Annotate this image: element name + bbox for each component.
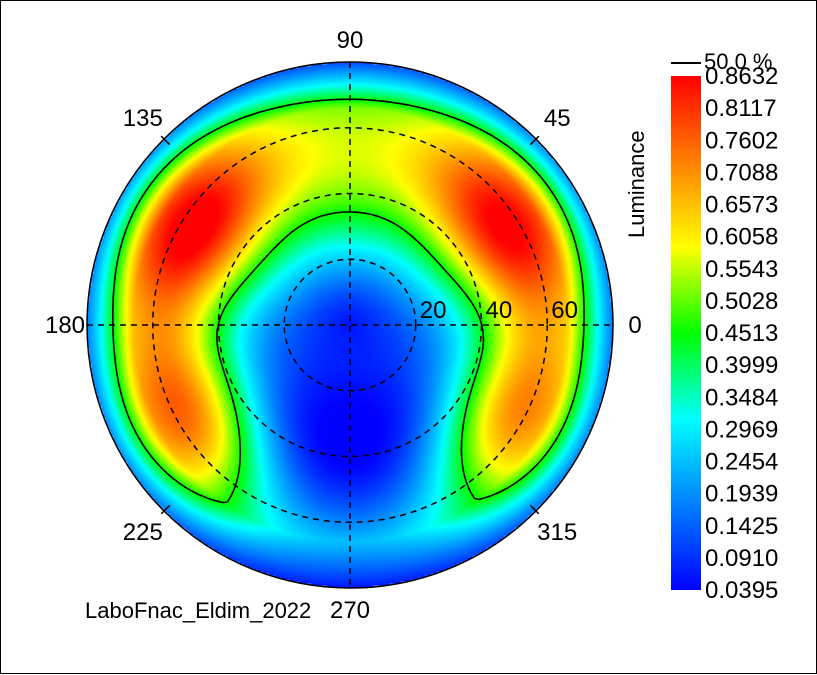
- ring-labels: 20 40 60: [420, 297, 578, 324]
- angle-label-315: 315: [537, 519, 577, 546]
- angle-tick-45: [529, 135, 540, 146]
- luminance-heatmap: [87, 62, 613, 588]
- angle-label-180: 180: [45, 312, 85, 339]
- angle-tick-315: [529, 504, 540, 515]
- colorbar-title: Luminance: [624, 130, 649, 238]
- colorbar-tick-label: 0.3999: [705, 352, 778, 379]
- ring-label-40: 40: [486, 297, 513, 324]
- heatmap-image: [87, 62, 613, 588]
- contour-lines: [112, 98, 585, 504]
- colorbar-tick-label: 0.1425: [705, 513, 778, 540]
- grid-ring-40: [217, 192, 483, 458]
- colorbar-tick-label: 0.8632: [705, 63, 778, 90]
- contour-50-percent: [112, 98, 585, 504]
- angle-labels: 0 45 90 135 180 225 270 315: [45, 27, 642, 624]
- colorbar-gradient: [671, 76, 701, 590]
- colorbar-tick-label: 0.6058: [705, 224, 778, 251]
- colorbar-tick-label: 0.0395: [705, 577, 778, 604]
- polar-grid: [87, 62, 613, 588]
- angle-label-90: 90: [337, 27, 364, 54]
- grid-ring-60: [152, 127, 548, 523]
- colorbar-ticks: 0.8632 0.8117 0.7602 0.7088 0.6573 0.6058 0.55…: [705, 63, 778, 604]
- angle-label-45: 45: [544, 105, 571, 132]
- contour-legend-label: 50.0 %: [704, 49, 773, 74]
- colorbar-tick-label: 0.7088: [705, 159, 778, 186]
- colorbar-tick-label: 0.8117: [705, 95, 777, 122]
- colorbar-tick-label: 0.3484: [705, 384, 778, 411]
- grid-ring-20: [283, 258, 417, 392]
- colorbar-tick-label: 0.7602: [705, 127, 778, 154]
- colorbar-tick-label: 0.2969: [705, 416, 778, 443]
- angle-tick-135: [160, 135, 171, 146]
- angle-label-270: 270: [330, 597, 370, 624]
- footer-label: LaboFnac_Eldim_2022: [85, 598, 311, 623]
- colorbar-tick-label: 0.4513: [705, 320, 778, 347]
- colorbar: 0.8632 0.8117 0.7602 0.7088 0.6573 0.6058 0.55…: [624, 49, 778, 604]
- colorbar-tick-label: 0.2454: [705, 449, 778, 476]
- angle-label-135: 135: [123, 105, 163, 132]
- colorbar-tick-label: 0.1939: [705, 481, 778, 508]
- colorbar-tick-label: 0.5543: [705, 256, 778, 283]
- angle-tick-225: [160, 504, 171, 515]
- colorbar-tick-label: 0.0910: [705, 545, 778, 572]
- colorbar-tick-label: 0.5028: [705, 288, 778, 315]
- angle-label-0: 0: [628, 312, 641, 339]
- ring-label-60: 60: [551, 297, 578, 324]
- angle-label-225: 225: [123, 519, 163, 546]
- ring-label-20: 20: [420, 297, 447, 324]
- colorbar-tick-label: 0.6573: [705, 192, 778, 219]
